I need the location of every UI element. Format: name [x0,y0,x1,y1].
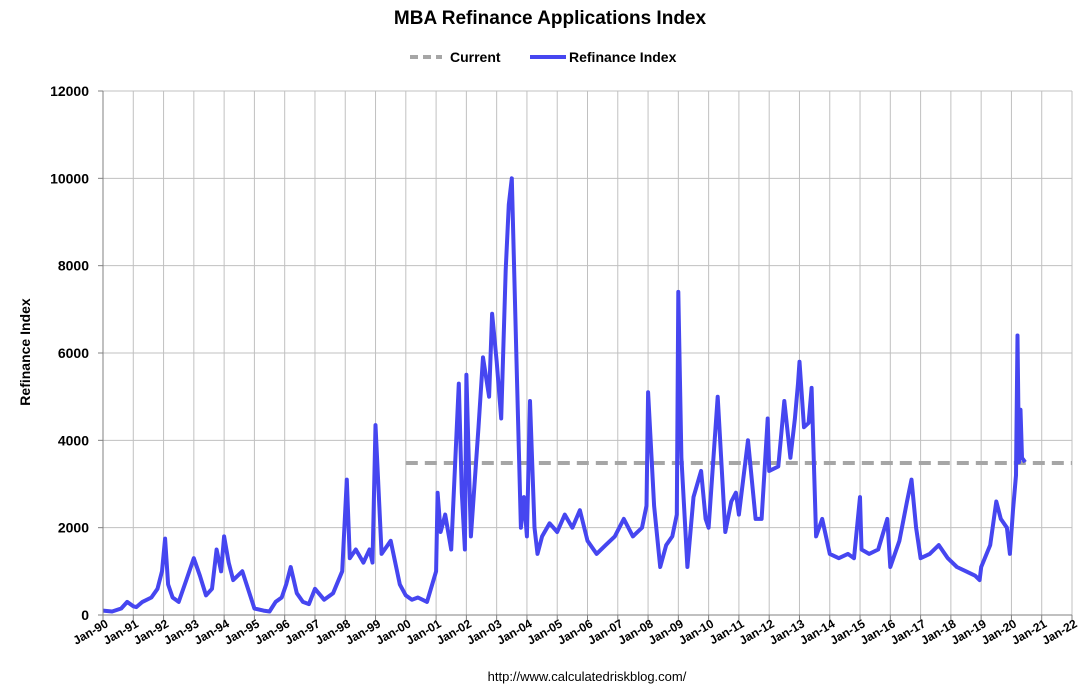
y-tick-label: 0 [81,607,89,623]
y-tick-label: 4000 [58,432,89,448]
legend-refinance-label: Refinance Index [569,49,677,65]
chart-title: MBA Refinance Applications Index [394,8,707,29]
gridlines [102,90,1073,616]
y-tick-label: 10000 [50,170,89,186]
y-axis-ticks: 0 2000 4000 6000 8000 10000 12000 [50,83,89,623]
source-url: http://www.calculatedriskblog.com/ [488,669,687,684]
x-tick-label: Jan-10 [676,616,716,647]
y-tick-label: 6000 [58,345,89,361]
legend: Current Refinance Index [410,49,677,65]
x-tick-label: Jan-22 [1040,616,1080,647]
refinance-index-line [102,176,1027,614]
y-tick-label: 12000 [50,83,89,99]
y-tick-label: 2000 [58,520,89,536]
x-axis-ticks: Jan-90Jan-91Jan-92Jan-93Jan-94Jan-95Jan-… [71,616,1080,647]
y-axis-label: Refinance Index [17,298,33,406]
legend-current-label: Current [450,49,501,65]
y-tick-label: 8000 [58,258,89,274]
axes [98,90,1073,620]
